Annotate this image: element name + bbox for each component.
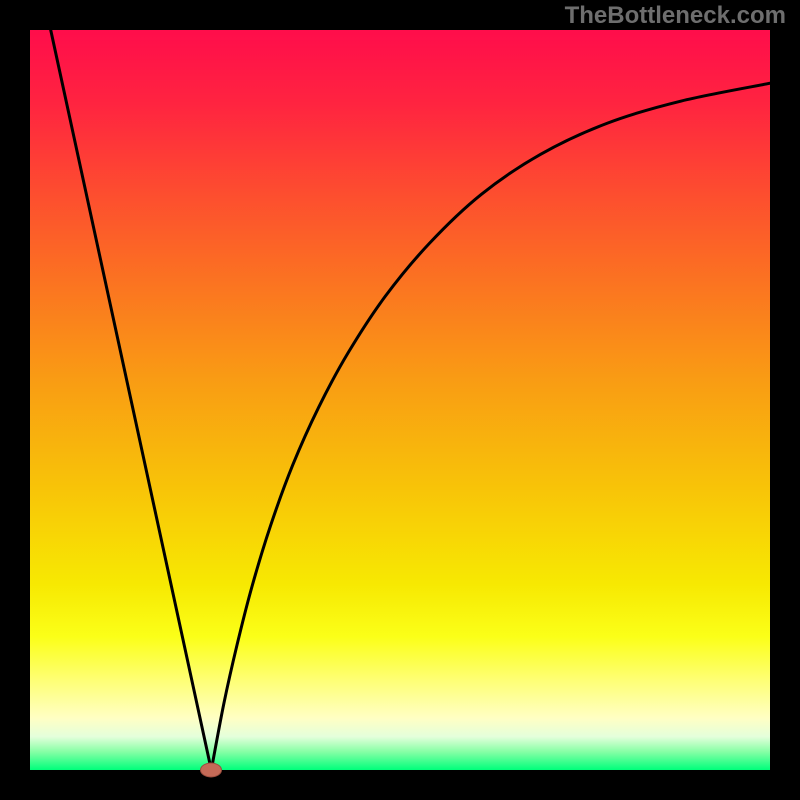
vertex-marker <box>200 763 222 778</box>
chart-container: TheBottleneck.com <box>0 0 800 800</box>
attribution-text: TheBottleneck.com <box>565 2 786 30</box>
plot-area <box>30 30 770 770</box>
bottleneck-curve <box>30 30 770 770</box>
